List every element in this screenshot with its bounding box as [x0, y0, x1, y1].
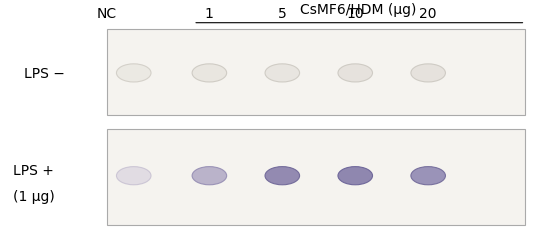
- Text: LPS +: LPS +: [14, 163, 54, 177]
- Ellipse shape: [116, 167, 151, 185]
- Ellipse shape: [192, 167, 226, 185]
- Text: 5: 5: [278, 7, 287, 21]
- Text: 20: 20: [419, 7, 437, 21]
- FancyBboxPatch shape: [107, 130, 526, 225]
- Text: 10: 10: [346, 7, 364, 21]
- Ellipse shape: [338, 167, 372, 185]
- Ellipse shape: [411, 64, 445, 83]
- Text: NC: NC: [97, 7, 117, 21]
- Ellipse shape: [265, 64, 300, 83]
- Ellipse shape: [338, 64, 372, 83]
- Ellipse shape: [265, 167, 300, 185]
- Ellipse shape: [411, 167, 445, 185]
- Text: CsMF6/HDM (μg): CsMF6/HDM (μg): [300, 2, 416, 16]
- Text: (1 μg): (1 μg): [13, 189, 55, 203]
- Ellipse shape: [116, 64, 151, 83]
- Text: LPS −: LPS −: [24, 67, 65, 80]
- Ellipse shape: [192, 64, 226, 83]
- FancyBboxPatch shape: [107, 30, 526, 115]
- Text: 1: 1: [205, 7, 214, 21]
